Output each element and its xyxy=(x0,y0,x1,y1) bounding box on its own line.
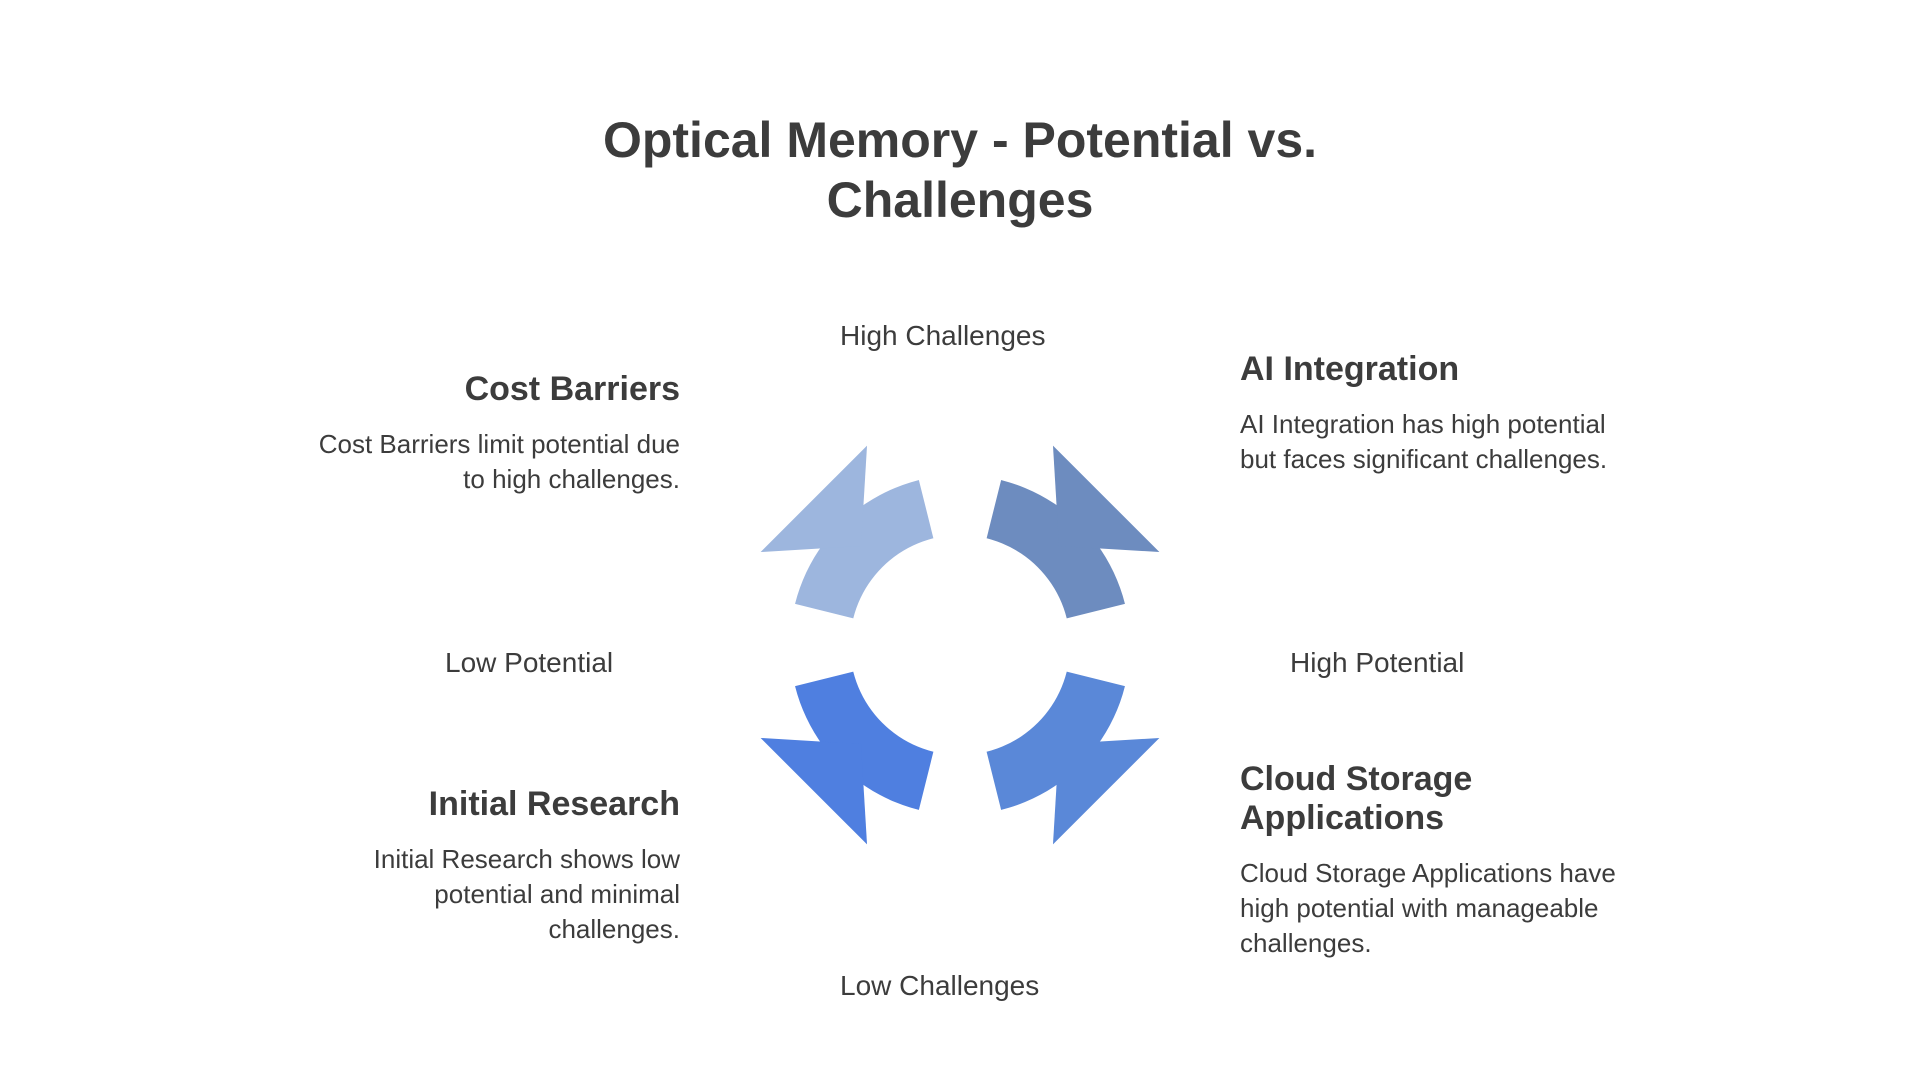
quadrant-bottom-right: Cloud Storage Applications Cloud Storage… xyxy=(1240,760,1620,961)
page-title: Optical Memory - Potential vs. Challenge… xyxy=(560,110,1360,230)
quadrant-desc: Cloud Storage Applications have high pot… xyxy=(1240,856,1620,961)
quadrant-desc: Initial Research shows low potential and… xyxy=(300,842,680,947)
quadrant-title: AI Integration xyxy=(1240,350,1620,389)
quadrant-top-left: Cost Barriers Cost Barriers limit potent… xyxy=(300,370,680,497)
quadrant-top-right: AI Integration AI Integration has high p… xyxy=(1240,350,1620,477)
ring-center-hole xyxy=(851,536,1069,754)
axis-label-top: High Challenges xyxy=(840,320,1045,352)
axis-label-left: Low Potential xyxy=(445,647,613,679)
quadrant-desc: Cost Barriers limit potential due to hig… xyxy=(300,427,680,497)
axis-label-right: High Potential xyxy=(1290,647,1464,679)
quadrant-title: Cost Barriers xyxy=(300,370,680,409)
quadrant-arrow-diagram xyxy=(740,425,1180,865)
axis-label-bottom: Low Challenges xyxy=(840,970,1039,1002)
quadrant-desc: AI Integration has high potential but fa… xyxy=(1240,407,1620,477)
quadrant-title: Initial Research xyxy=(300,785,680,824)
quadrant-title: Cloud Storage Applications xyxy=(1240,760,1620,838)
quadrant-bottom-left: Initial Research Initial Research shows … xyxy=(300,785,680,947)
